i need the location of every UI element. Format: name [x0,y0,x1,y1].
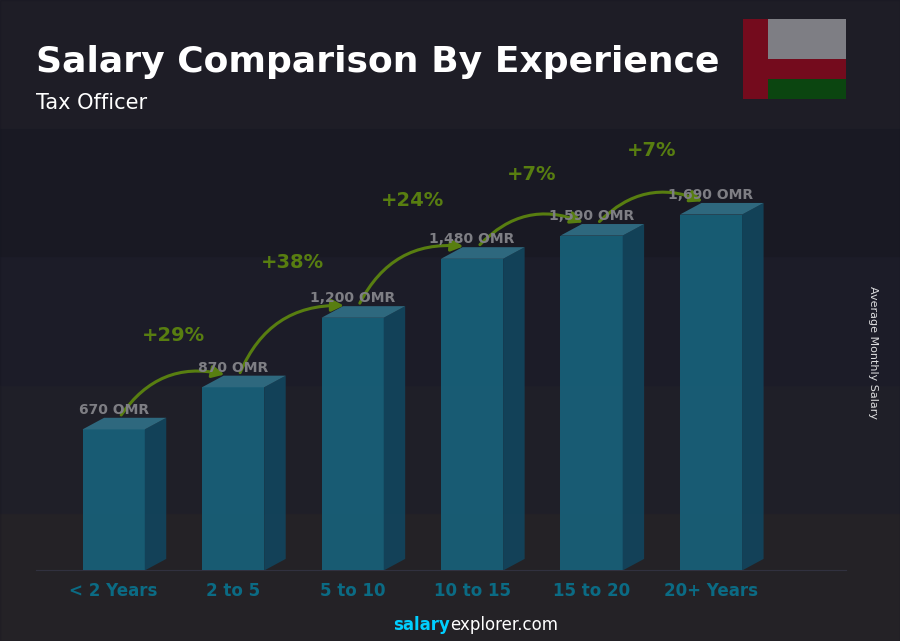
Polygon shape [321,306,405,318]
Text: +7%: +7% [507,165,556,184]
Bar [680,215,742,570]
Text: +24%: +24% [381,192,444,210]
Text: 1,200 OMR: 1,200 OMR [310,291,395,305]
Text: 1,690 OMR: 1,690 OMR [669,188,753,202]
Bar [441,259,503,570]
Text: Salary Comparison By Experience: Salary Comparison By Experience [36,45,719,79]
Text: +7%: +7% [626,141,676,160]
Bar [769,60,846,79]
Text: 1,480 OMR: 1,480 OMR [429,232,515,246]
Bar [83,429,145,570]
Text: 670 OMR: 670 OMR [78,403,148,417]
Polygon shape [742,203,763,570]
Text: 1,590 OMR: 1,590 OMR [549,209,634,223]
Bar [769,79,846,99]
Bar [742,19,769,99]
Polygon shape [561,224,644,236]
Polygon shape [265,376,285,570]
Text: Tax Officer: Tax Officer [36,93,147,113]
Polygon shape [441,247,525,259]
Text: +38%: +38% [261,253,324,272]
Polygon shape [145,418,166,570]
Polygon shape [383,306,405,570]
Bar [202,387,265,570]
Polygon shape [503,247,525,570]
Text: 870 OMR: 870 OMR [198,361,268,374]
Polygon shape [680,203,763,215]
Text: explorer.com: explorer.com [450,616,558,634]
Polygon shape [202,376,285,387]
Polygon shape [83,418,166,429]
Bar [561,236,623,570]
Text: +29%: +29% [142,326,205,345]
Text: Average Monthly Salary: Average Monthly Salary [868,286,878,419]
Text: salary: salary [393,616,450,634]
Polygon shape [623,224,644,570]
Bar [321,318,383,570]
Bar [769,19,846,60]
